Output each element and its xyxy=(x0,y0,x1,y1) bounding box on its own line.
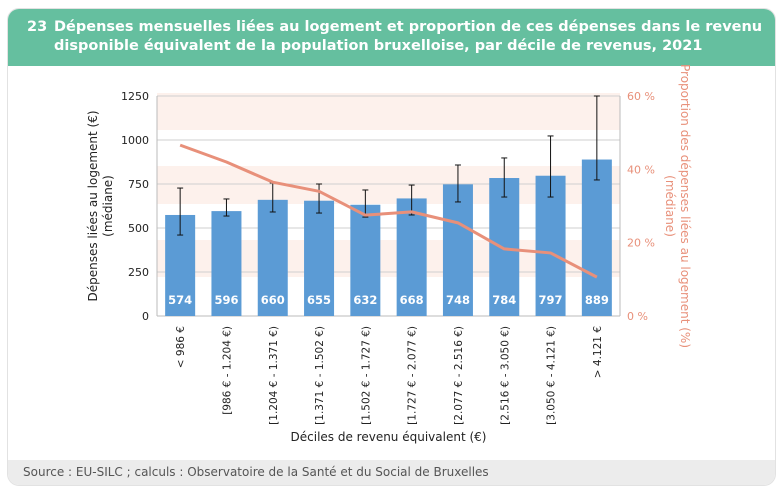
x-axis-title: Déciles de revenu équivalent (€) xyxy=(291,430,487,444)
y-tick-label: 500 xyxy=(128,222,149,235)
x-tick-label: [1.502 € - 1.727 €) xyxy=(360,326,372,425)
x-tick-label: < 986 € xyxy=(175,326,187,368)
bar-value-label: 632 xyxy=(353,293,377,307)
y-tick-label: 1000 xyxy=(121,134,149,147)
x-tick-label: [3.050 € - 4.121 €) xyxy=(546,326,558,425)
bar-value-label: 797 xyxy=(539,293,563,307)
bar xyxy=(442,184,473,316)
bar xyxy=(350,204,381,316)
bar xyxy=(581,159,612,316)
bar xyxy=(535,175,566,316)
bar-value-label: 596 xyxy=(214,293,238,307)
y-tick-label: 250 xyxy=(128,266,149,279)
y2-tick-label: 0 % xyxy=(627,310,648,323)
figure-card: 23 Dépenses mensuelles liées au logement… xyxy=(7,8,776,486)
x-tick-label: [1.204 € - 1.371 €) xyxy=(268,326,280,425)
x-tick-label: [986 € - 1.204 €) xyxy=(221,326,233,415)
y2-tick-label: 60 % xyxy=(627,90,655,103)
chart: 0 250 500 750 1000 1250 0 % 20 % 40 % 60 % 574 < 98… xyxy=(86,64,692,444)
figure-source: Source : EU-SILC ; calculs : Observatoir… xyxy=(8,460,775,485)
y2-tick-label: 40 % xyxy=(627,163,655,176)
bar-value-label: 889 xyxy=(585,293,609,307)
y-tick-label: 1250 xyxy=(121,90,149,103)
y2-tick-label: 20 % xyxy=(627,237,655,250)
x-tick-label: [2.516 € - 3.050 €) xyxy=(499,326,511,425)
bar-value-label: 655 xyxy=(307,293,331,307)
figure-header: 23 Dépenses mensuelles liées au logement… xyxy=(8,9,775,66)
bar-value-label: 668 xyxy=(400,293,424,307)
background-band xyxy=(157,93,620,130)
bar-value-label: 748 xyxy=(446,293,470,307)
x-tick-label: > 4.121 € xyxy=(592,326,604,378)
y-axis-title: Dépenses liées au logement (€) xyxy=(86,110,100,301)
x-tick-label: [2.077 € - 2.516 €) xyxy=(453,326,465,425)
proportion-line xyxy=(179,143,598,279)
figure-number: 23 xyxy=(27,19,48,35)
y-tick-label: 750 xyxy=(128,178,149,191)
bar xyxy=(304,200,335,316)
source-text: Source : EU-SILC ; calculs : Observatoir… xyxy=(23,465,489,479)
x-tick-label: [1.727 € - 2.077 €) xyxy=(407,326,419,425)
bar xyxy=(257,199,288,316)
y2-axis-title: Proportion des dépenses liées au logemen… xyxy=(678,64,692,348)
figure-title: Dépenses mensuelles liées au logement et… xyxy=(54,19,763,54)
y2-axis-title: (médiane) xyxy=(663,175,677,237)
bar xyxy=(489,178,520,316)
y-tick-label: 0 xyxy=(142,310,149,323)
bar-value-label: 574 xyxy=(168,293,192,307)
y-axis-title: (médiane) xyxy=(101,175,115,237)
bar xyxy=(211,211,242,316)
bar-value-label: 784 xyxy=(492,293,516,307)
x-tick-label: [1.371 € - 1.502 €) xyxy=(314,326,326,425)
bar-value-label: 660 xyxy=(261,293,285,307)
bar xyxy=(396,198,427,316)
